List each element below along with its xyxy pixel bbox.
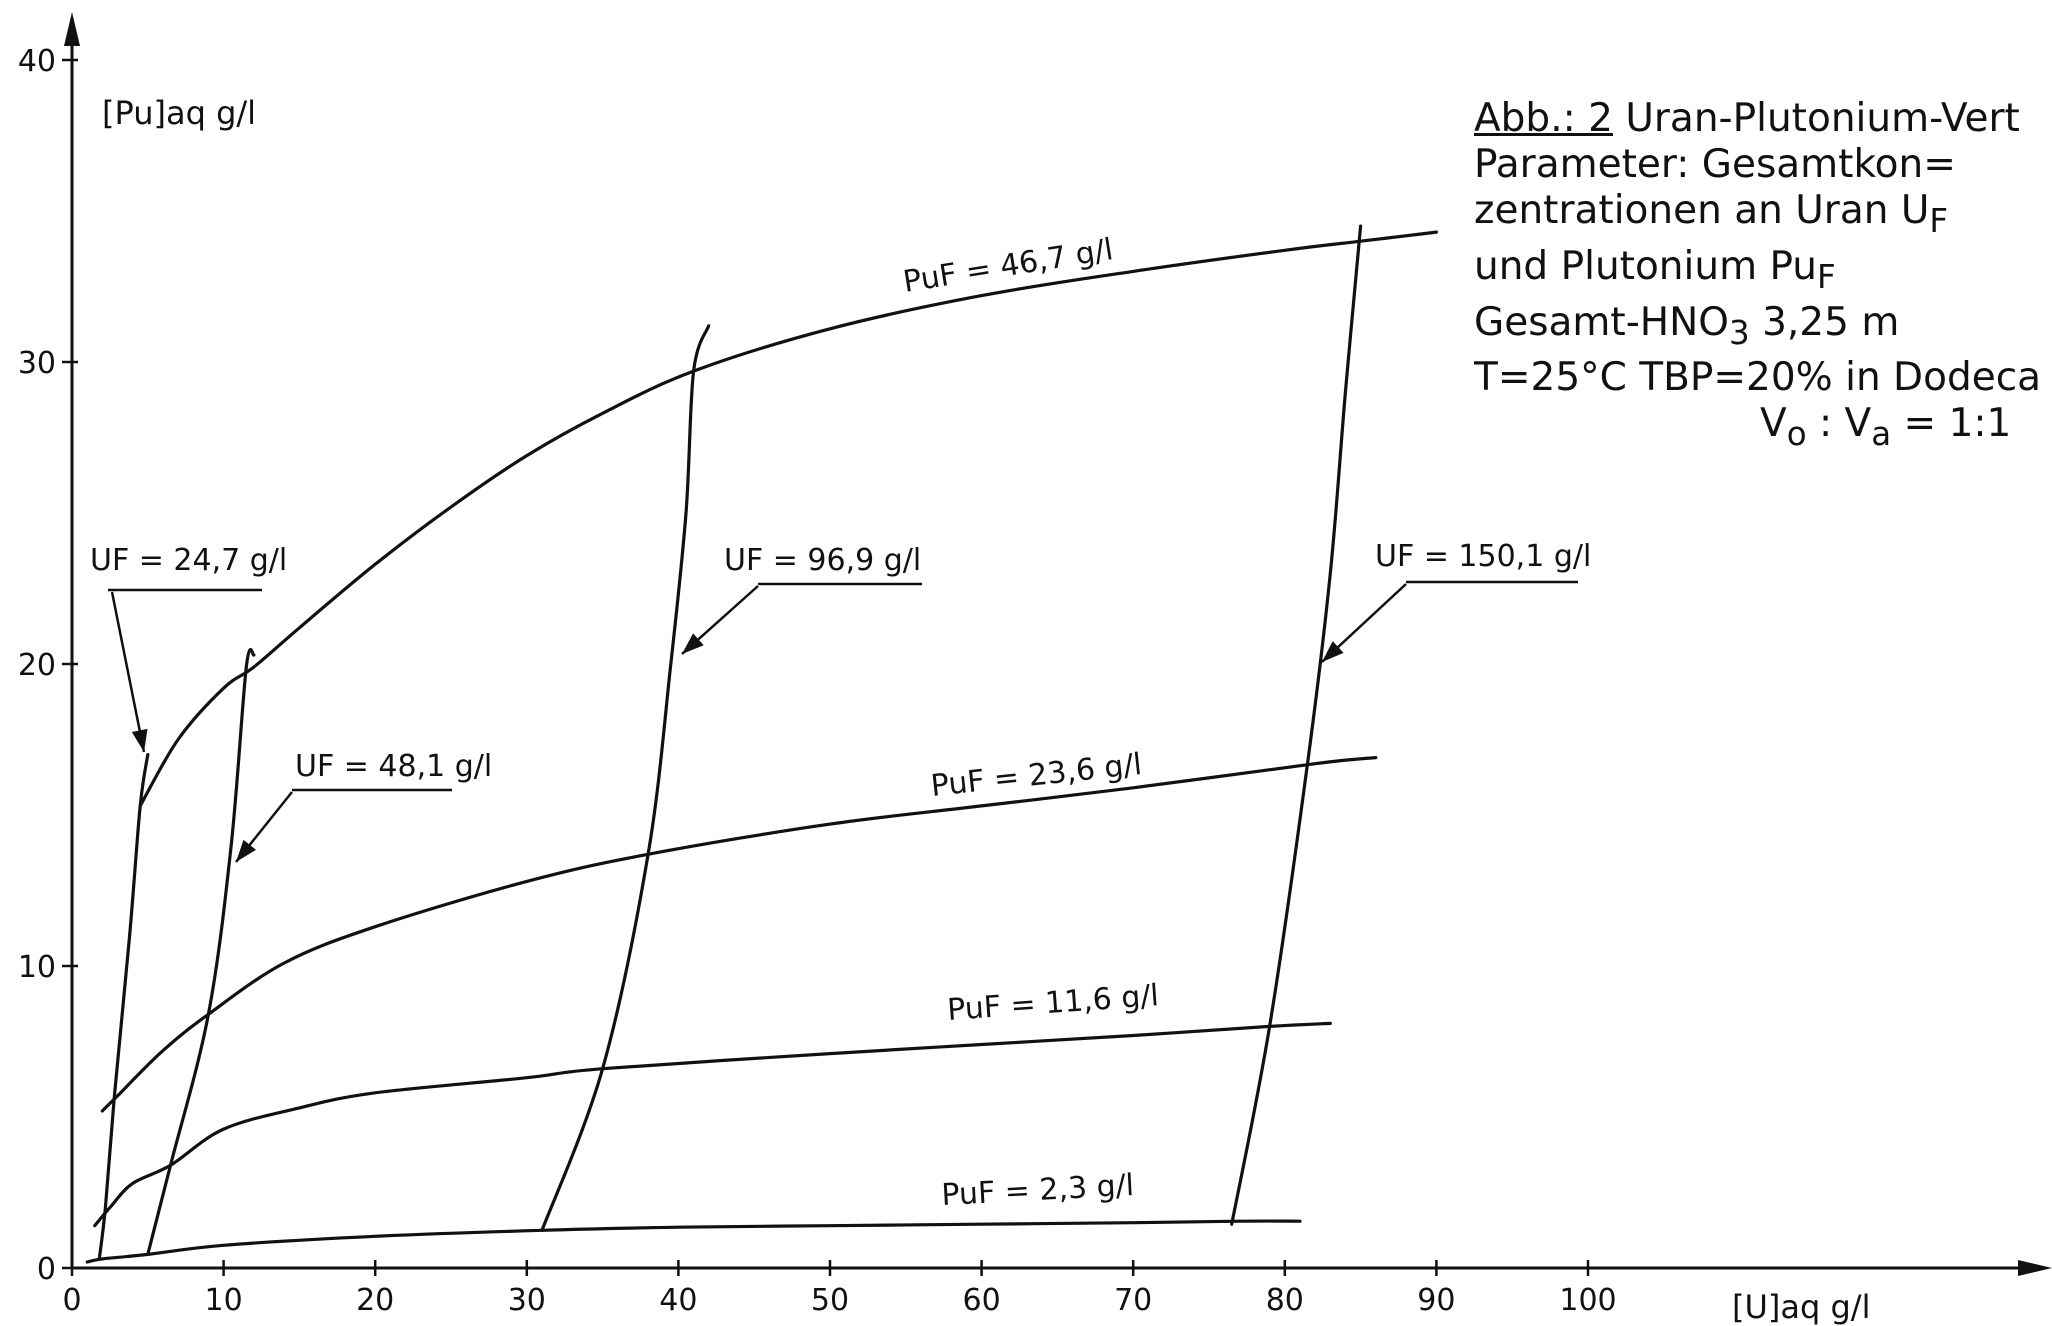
caption-title-line: Abb.: 2 Uran-Plutonium-Vert (1474, 96, 2052, 142)
y-tick-label: 0 (37, 1252, 56, 1287)
x-tick-label: 100 (1559, 1283, 1616, 1318)
ticks: 0 10 20 30 40 50 60 70 80 90 100 0 10 20 30 40 [Pu]aq g/… (18, 44, 1871, 1326)
figure-caption: Abb.: 2 Uran-Plutonium-Vert Parameter: G… (1474, 96, 2052, 457)
series-label: PuF = 11,6 g/l (946, 978, 1160, 1028)
series-line (138, 230, 1438, 808)
x-tick-label: 90 (1417, 1283, 1455, 1318)
axes (64, 12, 2052, 1276)
caption-line-3-text: zentrationen an Uran U (1474, 188, 1930, 233)
series-label: UF = 96,9 g/l (724, 543, 921, 578)
caption-va-sub: a (1871, 415, 1892, 454)
series-label: PuF = 23,6 g/l (929, 747, 1143, 804)
caption-line-2: Parameter: Gesamtkon= (1474, 142, 1956, 187)
y-tick-label: 40 (18, 44, 56, 79)
caption-va: : V (1806, 401, 1872, 447)
series-label: UF = 48,1 g/l (295, 749, 492, 784)
x-tick-label: 10 (205, 1283, 243, 1318)
caption-line-5-text: Gesamt-HNO (1474, 299, 1729, 345)
caption-line-4-sub: F (1817, 257, 1836, 296)
caption-line-3: zentrationen an Uran UF (1474, 188, 2052, 244)
caption-vo: V (1760, 401, 1787, 447)
series-line (100, 756, 1378, 1113)
x-tick-label: 80 (1266, 1283, 1304, 1318)
y-tick-label: 10 (18, 950, 56, 985)
x-tick-label: 50 (811, 1283, 849, 1318)
caption-line-3-sub: F (1929, 201, 1949, 240)
caption-line-5: Gesamt-HNO3 3,25 m (1474, 300, 2052, 356)
x-tick-label: 20 (356, 1283, 394, 1318)
caption-line-5-sub: 3 (1729, 313, 1750, 352)
caption-title-text: Uran-Plutonium-Vert (1612, 96, 2020, 141)
caption-line-5-rest: 3,25 m (1749, 299, 1900, 345)
caption-ratio: = 1:1 (1891, 401, 2012, 447)
x-tick-label: 60 (963, 1283, 1001, 1318)
label-leader-arrowhead (682, 633, 704, 654)
series-label: UF = 24,7 g/l (90, 543, 287, 578)
x-axis-label: [U]aq g/l (1732, 1288, 1870, 1326)
x-tick-label: 70 (1114, 1283, 1152, 1318)
caption-line-6: T=25°C TBP=20% in Dodeca (1474, 355, 2042, 401)
y-tick-label: 20 (18, 648, 56, 683)
series-label: UF = 150,1 g/l (1375, 539, 1591, 574)
label-leader-line (110, 591, 146, 753)
label-leader-arrowhead (236, 839, 256, 862)
x-tick-label: 40 (659, 1283, 697, 1318)
caption-figure-number: Abb.: 2 (1474, 96, 1613, 141)
series-line (1230, 224, 1363, 1226)
series-line (146, 648, 256, 1256)
caption-line-4-text: und Plutonium Pu (1474, 243, 1818, 289)
series-label: PuF = 2,3 g/l (941, 1168, 1135, 1213)
series (85, 224, 1438, 1264)
x-axis-arrow (2018, 1260, 2052, 1276)
y-axis-label: [Pu]aq g/l (102, 94, 256, 132)
series-line (97, 753, 150, 1261)
x-tick-label: 0 (62, 1283, 81, 1318)
x-tick-label: 30 (508, 1283, 546, 1318)
caption-line-4: und Plutonium PuF (1474, 244, 2052, 300)
y-axis-arrow (64, 12, 80, 46)
label-leader-arrowhead (131, 728, 148, 752)
series-line (93, 1021, 1332, 1228)
caption-vo-sub: o (1786, 415, 1807, 454)
series-line (540, 324, 711, 1232)
caption-line-7: Vo : Va = 1:1 (1474, 401, 2052, 457)
series-line (85, 1219, 1302, 1264)
label-leader-arrowhead (1322, 641, 1344, 662)
y-tick-label: 30 (18, 346, 56, 381)
